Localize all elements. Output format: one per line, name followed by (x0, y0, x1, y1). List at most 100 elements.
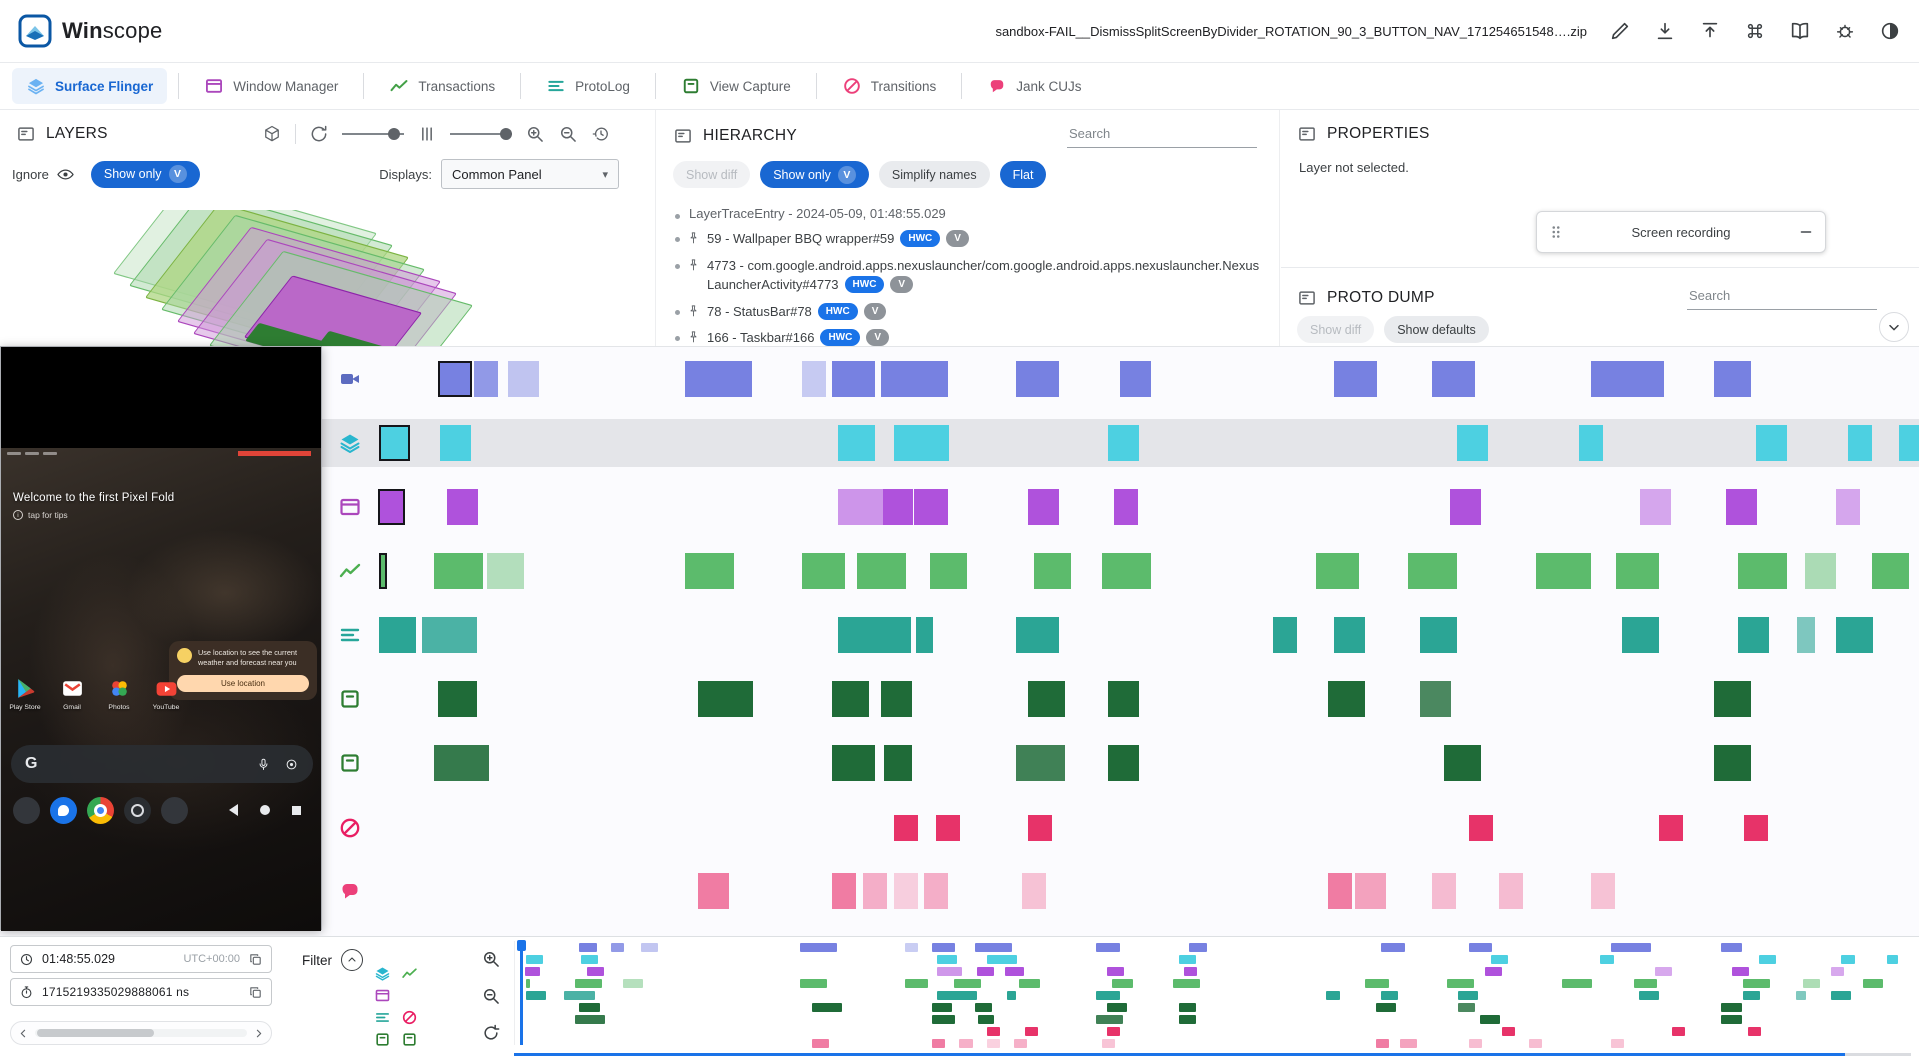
protolog-trace-block[interactable] (1016, 617, 1059, 653)
window-manager-trace-block[interactable] (1640, 489, 1671, 525)
collapse-section-button[interactable] (1879, 312, 1909, 342)
window-manager-trace-block[interactable] (1450, 489, 1481, 525)
jank-cujs-trace-block[interactable] (1355, 873, 1386, 909)
hierarchy-root-node[interactable]: LayerTraceEntry - 2024-05-09, 01:48:55.0… (675, 206, 1279, 221)
protolog-trace-block[interactable] (1273, 617, 1297, 653)
view-capture-taskbar-trace-block[interactable] (438, 681, 477, 717)
upload-icon[interactable] (1699, 20, 1721, 42)
protolog-trace-block[interactable] (916, 617, 933, 653)
flat-button[interactable]: Flat (999, 161, 1047, 188)
minimize-icon[interactable] (1797, 223, 1815, 241)
screen-recording-trace-block[interactable] (1120, 361, 1151, 397)
transactions-trace-block[interactable] (1738, 553, 1787, 589)
transactions-trace-block[interactable] (1616, 553, 1659, 589)
transitions-trace-block[interactable] (1744, 815, 1768, 841)
screen-recording-trace-block[interactable] (685, 361, 752, 397)
jank-cujs-trace-block[interactable] (1591, 873, 1615, 909)
tab-window-manager[interactable]: Window Manager (190, 68, 352, 104)
chevron-right-icon[interactable] (252, 1027, 265, 1040)
protolog-trace-block[interactable] (1622, 617, 1659, 653)
jank-cujs-trace-block[interactable] (1022, 873, 1046, 909)
screen-recording-trace-block[interactable] (1714, 361, 1751, 397)
transactions-trace-block[interactable] (1872, 553, 1909, 589)
window-manager-row-icon[interactable] (338, 495, 362, 519)
transactions-trace-block[interactable] (1316, 553, 1359, 589)
show-diff-button[interactable]: Show diff (673, 161, 751, 188)
tab-view-capture[interactable]: View Capture (667, 68, 805, 104)
view-capture-taskbar-trace-block[interactable] (832, 681, 869, 717)
collapse-filter-button[interactable] (341, 949, 363, 971)
view-capture-launcher-trace-block[interactable] (832, 745, 875, 781)
drag-handle-icon[interactable] (1547, 223, 1565, 241)
screen-recording-trace-block[interactable] (1591, 361, 1664, 397)
view-capture-taskbar-trace-block[interactable] (1028, 681, 1065, 717)
surface-flinger-trace-block[interactable] (1756, 425, 1787, 461)
hierarchy-search-input[interactable]: Search (1067, 124, 1257, 148)
protolog-trace-block[interactable] (1738, 617, 1769, 653)
jank-cujs-trace-block[interactable] (894, 873, 918, 909)
view-capture-launcher-trace-block[interactable] (1016, 745, 1065, 781)
tab-jank-cujs[interactable]: Jank CUJs (973, 68, 1095, 104)
jank-cujs-trace-block[interactable] (698, 873, 729, 909)
zoom-in-icon[interactable] (481, 949, 501, 969)
square-filter-icon[interactable] (401, 1031, 418, 1048)
layers-filter-icon[interactable] (374, 965, 391, 982)
protolog-row-icon[interactable] (338, 623, 362, 647)
view-capture-taskbar-trace-block[interactable] (1714, 681, 1751, 717)
screen-recording-trace-block[interactable] (438, 361, 472, 397)
surface-flinger-trace-block[interactable] (894, 425, 949, 461)
scrollbar-thumb[interactable] (37, 1029, 154, 1037)
screen-recording-trace-block[interactable] (1432, 361, 1475, 397)
tab-protolog[interactable]: ProtoLog (532, 68, 644, 104)
chevron-left-icon[interactable] (17, 1027, 30, 1040)
surface-flinger-trace-block[interactable] (838, 425, 875, 461)
protolog-trace-block[interactable] (379, 617, 416, 653)
documentation-icon[interactable] (1789, 20, 1811, 42)
transitions-trace-block[interactable] (1469, 815, 1493, 841)
jank-cujs-trace-block[interactable] (1432, 873, 1456, 909)
protolog-trace-block[interactable] (422, 617, 477, 653)
surface-flinger-trace-block[interactable] (1579, 425, 1603, 461)
jank-cujs-trace-block[interactable] (1328, 873, 1352, 909)
copy-icon[interactable] (248, 952, 263, 967)
pin-icon[interactable] (686, 231, 701, 246)
transactions-trace-block[interactable] (685, 553, 734, 589)
zoom-out-icon[interactable] (558, 124, 578, 144)
view-capture-taskbar-trace-block[interactable] (881, 681, 912, 717)
window-manager-trace-block[interactable] (838, 489, 883, 525)
square-filter-icon[interactable] (374, 1031, 391, 1048)
protolog-trace-block[interactable] (1797, 617, 1815, 653)
window-manager-trace-block[interactable] (914, 489, 948, 525)
show-defaults-button[interactable]: Show defaults (1384, 316, 1489, 343)
screen-recording-trace-block[interactable] (1016, 361, 1059, 397)
pin-icon[interactable] (686, 258, 701, 273)
reset-view-icon[interactable] (591, 124, 611, 144)
keyboard-shortcuts-icon[interactable] (1744, 20, 1766, 42)
transitions-trace-block[interactable] (936, 815, 960, 841)
rotation-slider[interactable] (342, 124, 404, 144)
circleslash-filter-icon[interactable] (401, 1009, 418, 1026)
transactions-trace-block[interactable] (802, 553, 845, 589)
screen-recording-trace-block[interactable] (881, 361, 948, 397)
zoom-out-icon[interactable] (481, 986, 501, 1006)
window-manager-trace-block[interactable] (883, 489, 913, 525)
surface-flinger-trace-block[interactable] (1848, 425, 1872, 461)
show-only-v-button[interactable]: Show only V (90, 160, 200, 188)
transactions-trace-block[interactable] (1034, 553, 1071, 589)
transactions-trace-block[interactable] (1102, 553, 1151, 589)
report-bug-icon[interactable] (1834, 20, 1856, 42)
transitions-row-icon[interactable] (338, 816, 362, 840)
chart-filter-icon[interactable] (401, 965, 418, 982)
hierarchy-node[interactable]: 78 - StatusBar#78 HWC V (675, 302, 1279, 322)
scrollbar-track[interactable] (35, 1029, 247, 1037)
transactions-trace-block[interactable] (1805, 553, 1836, 589)
window-manager-trace-block[interactable] (447, 489, 478, 525)
jank-cujs-trace-block[interactable] (863, 873, 887, 909)
view-capture-taskbar-trace-block[interactable] (1328, 681, 1365, 717)
zoom-in-icon[interactable] (525, 124, 545, 144)
hierarchy-node[interactable]: 166 - Taskbar#166 HWC V (675, 328, 1279, 346)
window-manager-trace-block[interactable] (1028, 489, 1059, 525)
transactions-trace-block[interactable] (1536, 553, 1591, 589)
window-manager-trace-block[interactable] (1114, 489, 1138, 525)
screen-recording-trace-block[interactable] (802, 361, 826, 397)
